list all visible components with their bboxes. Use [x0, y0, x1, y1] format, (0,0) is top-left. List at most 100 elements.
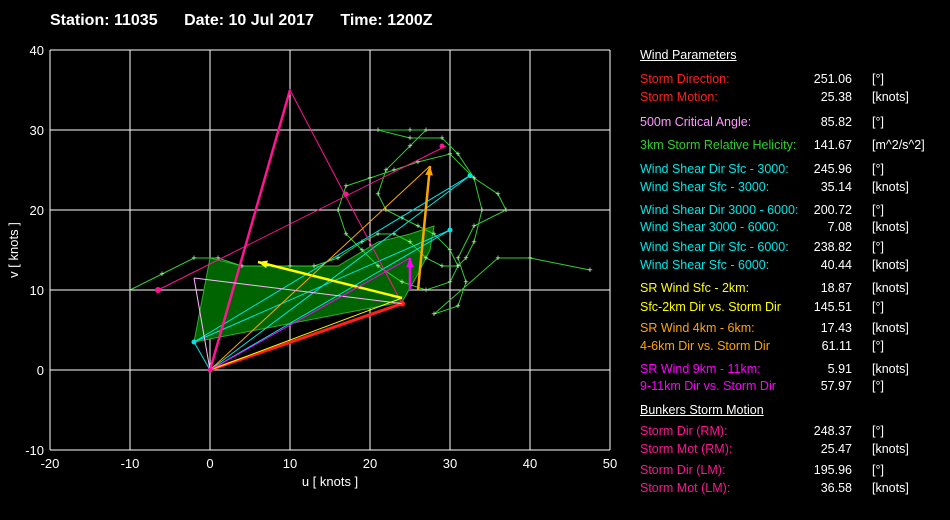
bunkers-label: Storm Dir (LM): — [640, 463, 726, 477]
hodograph-marker: + — [463, 277, 468, 287]
hodograph-marker: + — [471, 237, 476, 247]
hodograph-marker: + — [311, 261, 316, 271]
sr-4-6km-base — [209, 165, 431, 371]
hodograph-marker: + — [383, 205, 388, 215]
param-value: 17.43 — [820, 321, 852, 335]
hodograph-marker: + — [399, 277, 404, 287]
param-row: SR Wind 9km - 11km: 5.91 [knots] — [640, 362, 940, 380]
x-tick-label: 20 — [363, 456, 377, 471]
hodograph-marker: + — [239, 261, 244, 271]
bunkers-row: Storm Mot (LM): 36.58 [knots] — [640, 481, 940, 499]
param-unit: [°] — [872, 203, 884, 217]
param-value: 141.67 — [813, 138, 852, 152]
critical-angle-line — [193, 277, 403, 305]
vectors — [155, 88, 447, 373]
hodograph-marker: + — [423, 125, 428, 135]
hodograph-marker: + — [455, 253, 460, 263]
param-label: Wind Shear Dir Sfc - 3000: — [640, 162, 789, 176]
bunkers-value: 36.58 — [820, 481, 852, 495]
sr-wind-4-6km-arrow-head — [425, 166, 433, 176]
param-unit: [knots] — [872, 321, 909, 335]
hodograph-marker: + — [391, 229, 396, 239]
storm-motion-rm-vector — [209, 302, 403, 372]
param-row: Wind Shear Sfc - 6000: 40.44 [knots] — [640, 258, 940, 276]
bunkers-row: Storm Dir (RM): 248.37 [°] — [640, 424, 940, 442]
hodograph-marker: + — [335, 253, 340, 263]
param-value: 35.14 — [820, 180, 852, 194]
bunkers-label: Storm Mot (RM): — [640, 442, 733, 456]
hodograph: +++ ++ + ++++ ++++ ++++++++++++++++++++++++++… — [127, 125, 593, 371]
x-tick-label: 50 — [603, 456, 617, 471]
bunkers-unit: [°] — [872, 463, 884, 477]
hodograph-marker: + — [447, 245, 452, 255]
y-tick-label: 40 — [30, 43, 44, 58]
param-row: SR Wind Sfc - 2km: 18.87 [knots] — [640, 281, 940, 299]
param-label: SR Wind Sfc - 2km: — [640, 281, 750, 295]
shear-point — [447, 227, 453, 233]
param-unit: [knots] — [872, 220, 909, 234]
hodograph-marker: + — [415, 221, 420, 231]
param-unit: [°] — [872, 240, 884, 254]
hodograph-marker: + — [367, 173, 372, 183]
hodograph-marker: + — [407, 141, 412, 151]
sr-9-11km-base — [209, 257, 411, 371]
hodograph-marker: + — [455, 261, 460, 271]
hodograph-marker: + — [375, 189, 380, 199]
param-value: 7.08 — [827, 220, 852, 234]
hodograph-marker: + — [471, 221, 476, 231]
param-unit: [knots] — [872, 180, 909, 194]
param-row: SR Wind 4km - 6km: 17.43 [knots] — [640, 321, 940, 339]
hodograph-marker: + — [471, 173, 476, 183]
hodograph-marker: + — [455, 149, 460, 159]
param-label: 500m Critical Angle: — [640, 115, 752, 129]
param-row: Wind Shear 3000 - 6000: 7.08 [knots] — [640, 220, 940, 238]
param-value: 238.82 — [813, 240, 852, 254]
param-unit: [°] — [872, 72, 884, 86]
storm-motion-vector — [208, 89, 292, 371]
param-label: Wind Shear Dir 3000 - 6000: — [640, 203, 799, 217]
hodograph-marker: + — [343, 229, 348, 239]
hodograph-marker: + — [527, 253, 532, 263]
bunkers-value: 25.47 — [820, 442, 852, 456]
bunkers-value: 248.37 — [813, 424, 852, 438]
hodograph-marker: + — [407, 237, 412, 247]
param-row: Wind Shear Dir Sfc - 6000: 238.82 [°] — [640, 240, 940, 258]
hodograph-marker: + — [431, 229, 436, 239]
hodograph-marker: + — [495, 253, 500, 263]
param-value: 85.82 — [820, 115, 852, 129]
param-unit: [°] — [872, 379, 884, 393]
hodograph-marker: + — [463, 253, 468, 263]
param-label: SR Wind 4km - 6km: — [640, 321, 755, 335]
hodograph-marker: + — [359, 245, 364, 255]
x-tick-label: 40 — [523, 456, 537, 471]
param-value: 145.51 — [813, 300, 852, 314]
hodograph-marker: + — [375, 125, 380, 135]
bunkers-row: Storm Dir (LM): 195.96 [°] — [640, 463, 940, 481]
param-value: 57.97 — [820, 379, 852, 393]
x-tick-label: 30 — [443, 456, 457, 471]
y-axis-label: v [ knots ] — [6, 222, 21, 278]
param-row: 4-6km Dir vs. Storm Dir 61.11 [°] — [640, 339, 940, 357]
x-tick-label: 10 — [283, 456, 297, 471]
hodograph-marker: + — [375, 261, 380, 271]
hodograph-marker: + — [423, 253, 428, 263]
param-row: 9-11km Dir vs. Storm Dir 57.97 [°] — [640, 379, 940, 397]
param-unit: [°] — [872, 115, 884, 129]
grid — [49, 49, 611, 451]
param-label: Sfc-2km Dir vs. Storm Dir — [640, 300, 781, 314]
param-value: 25.38 — [820, 90, 852, 104]
param-unit: [°] — [872, 300, 884, 314]
param-unit: [°] — [872, 162, 884, 176]
hodograph-marker: + — [439, 133, 444, 143]
param-row: Storm Motion: 25.38 [knots] — [640, 90, 940, 108]
date-label: Date: 10 Jul 2017 — [184, 12, 314, 29]
hodograph-marker: + — [447, 149, 452, 159]
x-axis-label: u [ knots ] — [302, 474, 358, 489]
surface-point — [207, 367, 213, 373]
param-unit: [m^2/s^2] — [872, 138, 925, 152]
hodograph-marker: + — [343, 181, 348, 191]
hodograph-marker: + — [383, 165, 388, 175]
bunkers-line — [157, 145, 447, 291]
hodograph-marker: + — [439, 261, 444, 271]
x-tick-label: 0 — [206, 456, 213, 471]
